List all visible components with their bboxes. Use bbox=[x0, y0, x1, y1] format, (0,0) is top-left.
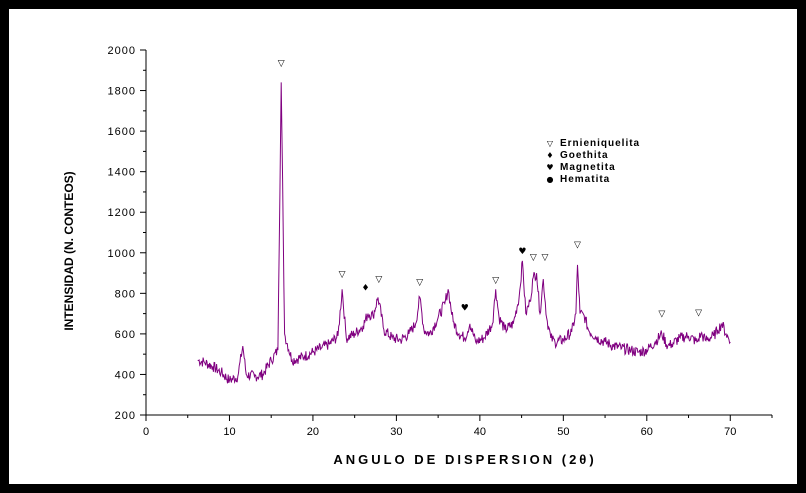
y-tick-label: 600 bbox=[115, 329, 136, 341]
y-axis-title: INTENSIDAD (N. CONTEOS) bbox=[62, 171, 76, 330]
x-axis-title: ANGULO DE DISPERSION (2θ) bbox=[333, 452, 596, 467]
peak-marker: ▽ bbox=[574, 241, 581, 251]
peak-marker: ▽ bbox=[530, 253, 537, 263]
series-group bbox=[197, 82, 731, 384]
peak-marker: ▽ bbox=[492, 276, 499, 286]
x-tick-label: 50 bbox=[557, 426, 569, 438]
peak-marker: ▽ bbox=[375, 275, 382, 285]
ticks: 0 10 20 30 40 50 60 70 200 400 600 800 1000 1200 1400 1… bbox=[108, 45, 773, 438]
y-tick-label: 1200 bbox=[108, 207, 136, 219]
xrd-chart: 0 10 20 30 40 50 60 70 200 400 600 800 1000 1200 1400 1… bbox=[62, 45, 773, 467]
y-tick-label: 200 bbox=[115, 410, 136, 422]
x-tick-label: 70 bbox=[724, 426, 736, 438]
x-tick-label: 30 bbox=[390, 426, 402, 438]
peak-marker: ▽ bbox=[339, 270, 346, 280]
x-tick-label: 60 bbox=[641, 426, 653, 438]
peak-marker: ▽ bbox=[278, 59, 285, 69]
legend: ▽ Ernieniquelita ♦ Goethita ♥ Magnetita ● Hemat… bbox=[546, 138, 640, 185]
legend-symbol: ▽ bbox=[547, 139, 554, 148]
peak-marker: ▽ bbox=[695, 309, 702, 319]
peak-marker: ♦ bbox=[361, 283, 369, 293]
peak-marker: ▽ bbox=[658, 310, 665, 320]
x-tick-label: 40 bbox=[474, 426, 486, 438]
legend-symbol: ♥ bbox=[546, 163, 553, 172]
chart-frame: 0 10 20 30 40 50 60 70 200 400 600 800 1000 1200 1400 1… bbox=[9, 9, 797, 484]
y-tick-label: 1600 bbox=[108, 126, 136, 138]
y-tick-label: 1000 bbox=[108, 248, 136, 260]
legend-label: Hematita bbox=[560, 174, 610, 185]
y-tick-label: 1400 bbox=[108, 167, 136, 179]
legend-label: Goethita bbox=[560, 150, 609, 161]
x-tick-label: 0 bbox=[143, 426, 149, 438]
legend-label: Ernieniquelita bbox=[560, 138, 640, 149]
y-tick-label: 800 bbox=[115, 288, 136, 300]
legend-symbol: ● bbox=[547, 175, 554, 184]
legend-label: Magnetita bbox=[560, 162, 616, 173]
x-tick-label: 20 bbox=[307, 426, 319, 438]
peak-marker: ▽ bbox=[542, 253, 549, 263]
peak-marker: ▽ bbox=[416, 278, 423, 288]
legend-symbol: ♦ bbox=[546, 151, 553, 160]
x-tick-label: 10 bbox=[223, 426, 235, 438]
diffraction-line bbox=[197, 82, 731, 384]
peak-markers: ▽ ▽ ♦ ▽ ▽ ♥ ▽ ♥ ▽ ▽ ▽ ▽ ▽ bbox=[278, 59, 702, 319]
y-tick-label: 400 bbox=[115, 369, 136, 381]
y-tick-label: 2000 bbox=[108, 45, 136, 57]
peak-marker: ♥ bbox=[518, 247, 526, 257]
peak-marker: ♥ bbox=[461, 304, 469, 314]
y-tick-label: 1800 bbox=[108, 86, 136, 98]
